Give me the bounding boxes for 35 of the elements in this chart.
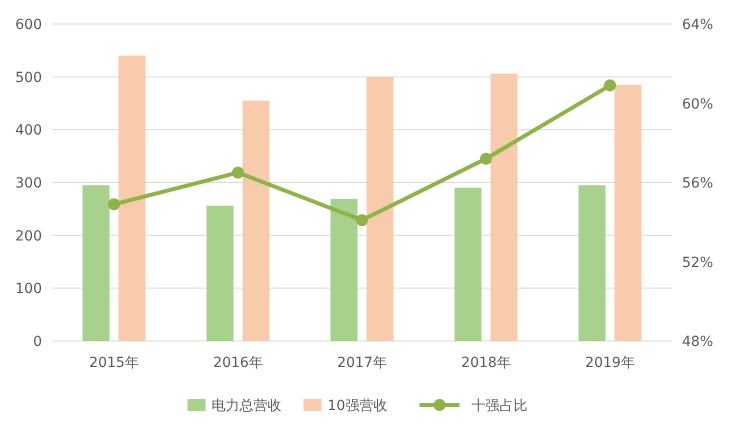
y-tick-label: 300 — [15, 176, 42, 192]
y2-tick-label: 56% — [682, 176, 714, 192]
point — [232, 166, 244, 179]
y-tick-label: 100 — [15, 281, 42, 298]
bar — [578, 185, 606, 341]
bar — [82, 185, 110, 341]
bar — [242, 100, 270, 341]
bar — [490, 74, 518, 341]
point — [356, 214, 368, 226]
legend-label: 电力总营收 — [212, 398, 282, 414]
y-tick-label: 600 — [15, 17, 42, 33]
y2-tick-label: 52% — [682, 254, 714, 271]
x-tick-label: 2015年 — [89, 355, 139, 371]
x-tick-label: 2018年 — [461, 355, 511, 371]
x-tick-label: 2017年 — [337, 355, 387, 371]
bar — [118, 56, 146, 341]
bar — [614, 84, 642, 341]
y-tick-label: 0 — [33, 334, 42, 350]
point — [480, 152, 492, 165]
y-tick-label: 500 — [15, 70, 42, 86]
bar — [206, 206, 234, 341]
legend-label: 10强营收 — [328, 398, 388, 414]
bar — [454, 188, 482, 341]
bar — [330, 198, 358, 341]
x-tick-label: 2016年 — [213, 355, 263, 371]
point — [108, 198, 120, 210]
point — [604, 79, 616, 92]
y2-tick-label: 64% — [682, 17, 714, 33]
bar — [366, 76, 394, 341]
y-tick-label: 400 — [15, 122, 42, 139]
y2-tick-label: 60% — [682, 96, 714, 112]
y2-tick-label: 48% — [682, 334, 714, 350]
x-tick-label: 2019年 — [585, 355, 635, 371]
legend-label: 十强占比 — [472, 398, 528, 414]
y-tick-label: 200 — [15, 228, 42, 244]
